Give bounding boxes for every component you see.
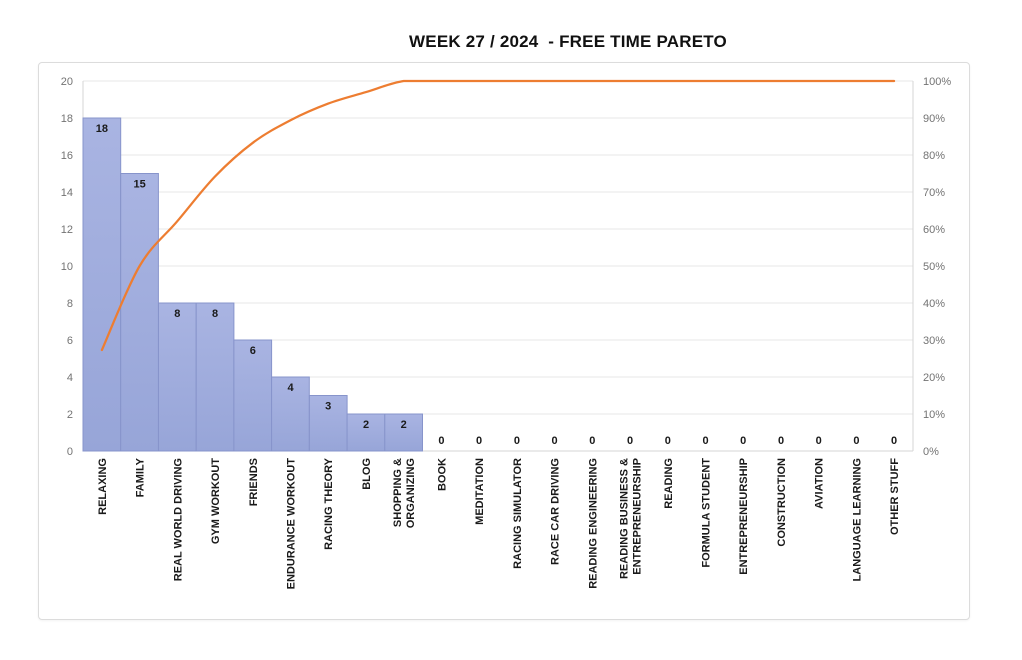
left-axis-tick-label: 14 — [61, 187, 73, 199]
category-label: FRIENDS — [248, 458, 260, 506]
left-axis-tick-label: 12 — [61, 224, 73, 236]
category-label: RELAXING — [97, 458, 109, 515]
category-label: READING BUSINESS & — [619, 458, 631, 579]
right-axis-tick-label: 30% — [923, 335, 945, 347]
category-label: ENTREPRENEURSHIP — [632, 458, 644, 575]
right-axis-tick-label: 60% — [923, 224, 945, 236]
category-label: ENTREPRENEURSHIP — [738, 458, 750, 575]
category-label: ORGANIZING — [405, 458, 417, 528]
bar — [271, 376, 310, 452]
chart-title: WEEK 27 / 2024 - FREE TIME PARETO — [409, 32, 727, 51]
right-axis-tick-label: 0% — [923, 446, 939, 458]
category-label: GYM WORKOUT — [210, 458, 222, 544]
left-axis-tick-label: 18 — [61, 113, 73, 125]
left-axis-tick-label: 4 — [67, 372, 73, 384]
right-axis-tick-label: 40% — [923, 298, 945, 310]
right-axis-tick-label: 70% — [923, 187, 945, 199]
cumulative-line — [100, 79, 896, 352]
bar-data-label: 0 — [891, 435, 897, 447]
bar-data-label: 0 — [438, 435, 444, 447]
category-label: RACING THEORY — [323, 457, 335, 550]
bar-data-label: 0 — [665, 435, 671, 447]
bar-data-label: 0 — [589, 435, 595, 447]
bar-data-label: 3 — [325, 401, 331, 413]
bar-data-label: 4 — [287, 382, 294, 394]
bar-data-label: 2 — [401, 419, 407, 431]
left-axis-tick-label: 6 — [67, 335, 73, 347]
category-label: SHOPPING & — [392, 458, 404, 527]
right-axis-tick-label: 50% — [923, 261, 945, 273]
bar-data-label: 15 — [133, 179, 145, 191]
category-label: LANGUAGE LEARNING — [851, 458, 863, 581]
bar-data-label: 0 — [853, 435, 859, 447]
right-axis-tick-label: 20% — [923, 372, 945, 384]
bar-data-label: 0 — [816, 435, 822, 447]
left-axis-tick-label: 16 — [61, 150, 73, 162]
bar-data-label: 0 — [514, 435, 520, 447]
category-label: BOOK — [436, 458, 448, 491]
bar-data-label: 2 — [363, 419, 369, 431]
left-axis-tick-label: 20 — [61, 76, 73, 88]
bar-data-label: 0 — [552, 435, 558, 447]
category-label: FAMILY — [135, 457, 147, 497]
category-label: FORMULA STUDENT — [701, 458, 713, 568]
category-label: READING — [663, 458, 675, 509]
bar-data-label: 0 — [627, 435, 633, 447]
category-label: MEDITATION — [474, 458, 486, 525]
bar — [82, 117, 122, 452]
category-label: AVIATION — [814, 458, 826, 509]
bar — [308, 395, 348, 452]
bar-data-label: 0 — [778, 435, 784, 447]
bar — [120, 173, 159, 452]
bar — [384, 413, 423, 452]
bar-data-label: 0 — [740, 435, 746, 447]
left-axis-tick-label: 2 — [67, 409, 73, 421]
bar — [158, 302, 197, 452]
right-axis-tick-label: 100% — [923, 76, 951, 88]
category-label: ENDURANCE WORKOUT — [286, 458, 298, 590]
left-axis-tick-label: 10 — [61, 261, 73, 273]
right-axis-tick-label: 10% — [923, 409, 945, 421]
category-label: READING ENGINEERING — [587, 458, 599, 589]
category-label: REAL WORLD DRIVING — [172, 458, 184, 581]
category-label: OTHER STUFF — [889, 458, 901, 535]
bar — [195, 302, 235, 452]
bar-data-label: 8 — [174, 308, 180, 320]
bar-data-label: 0 — [476, 435, 482, 447]
category-label: RACING SIMULATOR — [512, 458, 524, 569]
chart-frame: 18 15 8 8 6 4 3 2 2 0 0 0 0 0 0 0 0 0 0 0 0 0 RELAXING FAMILY RE… — [38, 62, 970, 620]
bar-data-label: 0 — [702, 435, 708, 447]
left-axis-tick-label: 8 — [67, 298, 73, 310]
category-label: RACE CAR DRIVING — [550, 458, 562, 565]
bar — [346, 413, 386, 452]
bar-data-label: 6 — [250, 345, 256, 357]
category-label: BLOG — [361, 458, 373, 490]
bar-data-label: 8 — [212, 308, 218, 320]
bar-data-label: 18 — [96, 123, 108, 135]
left-axis-tick-label: 0 — [67, 446, 73, 458]
right-axis-tick-label: 90% — [923, 113, 945, 125]
right-axis-tick-label: 80% — [923, 150, 945, 162]
category-label: CONSTRUCTION — [776, 458, 788, 547]
